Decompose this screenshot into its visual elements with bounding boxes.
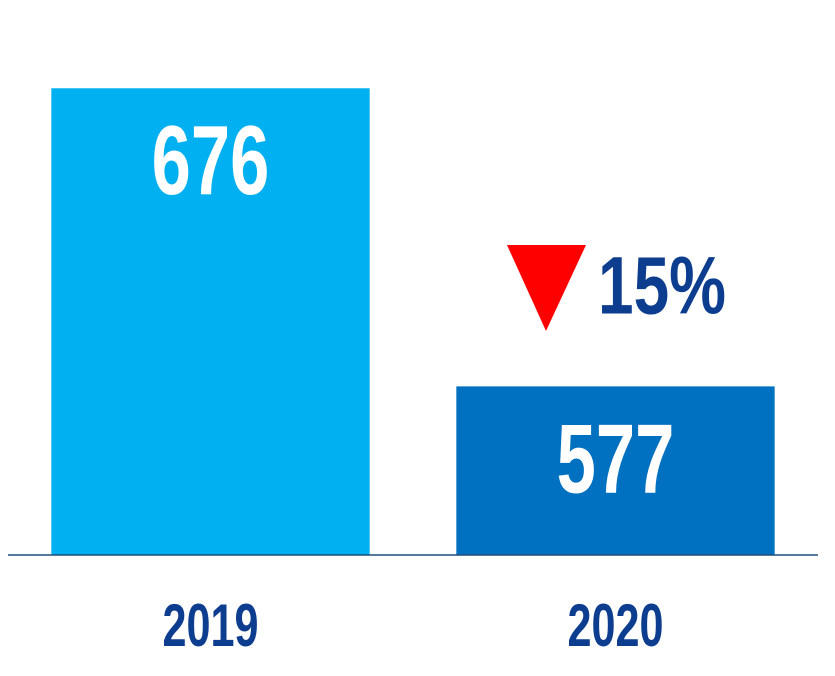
down-arrow <box>507 245 586 331</box>
bar <box>456 386 775 555</box>
value-label-group: 577 <box>557 405 675 514</box>
value-label: 676 <box>152 107 270 216</box>
change-annotation: 15% <box>598 239 726 332</box>
value-label-group: 676 <box>152 107 270 216</box>
value-label: 577 <box>557 405 675 514</box>
x-tick-label-group: 2019 <box>162 593 258 660</box>
bar <box>51 88 370 555</box>
x-tick-label: 2019 <box>162 593 258 660</box>
x-tick-label-group: 2020 <box>567 593 663 660</box>
annotation-group: 15% <box>598 239 726 332</box>
x-tick-label: 2020 <box>567 593 663 660</box>
